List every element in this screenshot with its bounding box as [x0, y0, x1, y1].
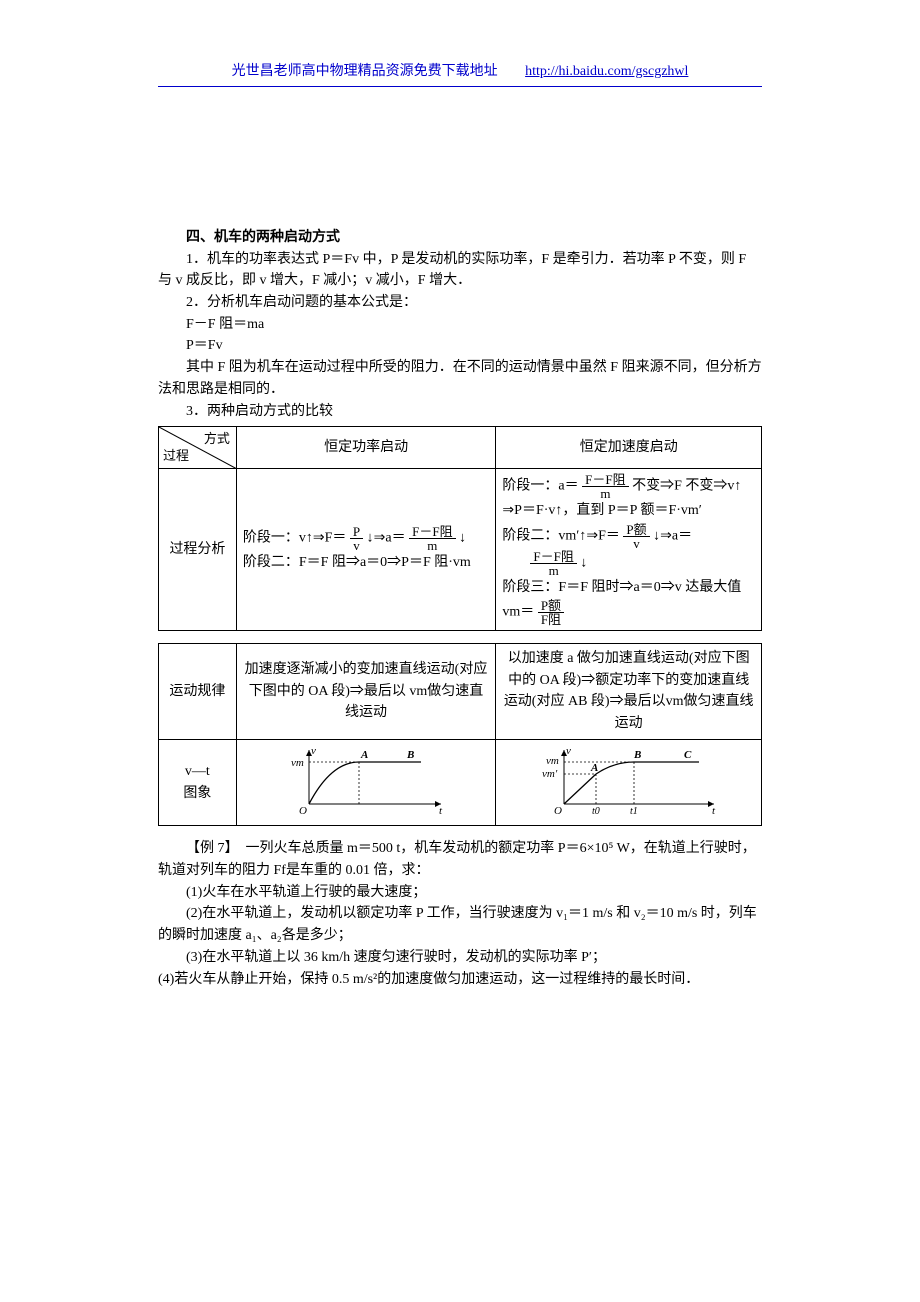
ca-f2-den: v — [623, 537, 649, 550]
ca-s1-prefix: 阶段一：a＝ — [502, 479, 578, 494]
svg-text:t0: t0 — [592, 806, 600, 814]
vt-graph-1-svg: v t vm A B O — [281, 744, 451, 814]
ca-s1-suf: 不变⇒F 不变⇒v↑ — [632, 479, 741, 494]
t2-row1-col3: 以加速度 a 做匀加速直线运动(对应下图中的 OA 段)⇒额定功率下的变加速直线… — [496, 643, 762, 739]
cp-s1-suf: ↓ — [459, 531, 466, 546]
ca-f3-num: F－F阻 — [530, 550, 576, 564]
svg-text:vm: vm — [546, 755, 559, 767]
example-title: 【例 7】 一列火车总质量 m＝500 t，机车发动机的额定功率 P＝6×10⁵… — [158, 838, 762, 881]
page: 光世昌老师高中物理精品资源免费下载地址 http://hi.baidu.com/… — [0, 0, 920, 1050]
ca-f1-num: F－F阻 — [582, 473, 628, 487]
section-title: 四、机车的两种启动方式 — [158, 227, 762, 249]
svg-text:t: t — [712, 805, 716, 814]
cp-s1-prefix: 阶段一：v↑⇒F＝ — [243, 531, 347, 546]
ca-s2-mid: ↓⇒a＝ — [653, 528, 692, 543]
svg-text:B: B — [406, 749, 414, 761]
page-header: 光世昌老师高中物理精品资源免费下载地址 http://hi.baidu.com/… — [158, 60, 762, 80]
para-2: 2．分析机车启动问题的基本公式是： — [158, 292, 762, 314]
svg-text:t1: t1 — [630, 806, 638, 814]
example-q4: (4)若火车从静止开始，保持 0.5 m/s²的加速度做匀加速运动，这一过程维持… — [158, 969, 762, 991]
svg-text:v: v — [311, 745, 316, 757]
example-q3: (3)在水平轨道上以 36 km/h 速度匀速行驶时，发动机的实际功率 P′； — [158, 947, 762, 969]
svg-text:vm′: vm′ — [542, 768, 558, 780]
ca-f1-den: m — [582, 487, 628, 500]
ca-s2-suf: ↓ — [580, 555, 587, 570]
svg-text:v: v — [566, 745, 571, 757]
example-q2: (2)在水平轨道上，发动机以额定功率 P 工作，当行驶速度为 v₁＝1 m/s … — [158, 903, 762, 946]
ca-frac4: P额 F阻 — [538, 599, 564, 626]
table1-col2-header: 恒定功率启动 — [236, 427, 496, 469]
para-1: 1．机车的功率表达式 P＝Fv 中，P 是发动机的实际功率，F 是牵引力．若功率… — [158, 249, 762, 292]
t2-r2-l2: 图象 — [183, 786, 211, 801]
diag-bot-label: 过程 — [163, 446, 189, 466]
ca-f4-den: F阻 — [538, 613, 564, 626]
comparison-table-1: 方式 过程 恒定功率启动 恒定加速度启动 过程分析 阶段一：v↑⇒F＝ P v … — [158, 426, 762, 631]
cp-stage2: 阶段二：F＝F 阻⇒a＝0⇒P＝F 阻·vm — [243, 552, 490, 574]
svg-text:B: B — [633, 749, 641, 761]
ca-f3-den: m — [530, 564, 576, 577]
formula-1: F－F 阻＝ma — [158, 314, 762, 336]
formula-2: P＝Fv — [158, 335, 762, 357]
ca-s2-prefix: 阶段二：vm′↑⇒F＝ — [502, 528, 619, 543]
svg-text:A: A — [360, 749, 368, 761]
ca-vm-prefix: vm＝ — [502, 605, 534, 620]
example-q1: (1)火车在水平轨道上行驶的最大速度； — [158, 882, 762, 904]
cp-frac2: F－F阻 m — [409, 525, 455, 552]
comparison-table-2: 运动规律 加速度逐渐减小的变加速直线运动(对应下图中的 OA 段)⇒最后以 vm… — [158, 643, 762, 826]
t2-row1-label: 运动规律 — [159, 643, 237, 739]
t2-row2-label: v—t 图象 — [159, 739, 237, 826]
cp-f2-num: F－F阻 — [409, 525, 455, 539]
t2-r2-l1: v—t — [185, 764, 210, 779]
table1-col3-header: 恒定加速度启动 — [496, 427, 762, 469]
t2-row1-col2: 加速度逐渐减小的变加速直线运动(对应下图中的 OA 段)⇒最后以 vm做匀速直线… — [236, 643, 496, 739]
cp-frac1: P v — [350, 525, 363, 552]
ca-frac2: P额 v — [623, 523, 649, 550]
svg-text:vm: vm — [291, 757, 304, 769]
header-title: 光世昌老师高中物理精品资源免费下载地址 — [232, 64, 498, 79]
svg-text:A: A — [590, 762, 598, 774]
svg-text:O: O — [554, 805, 562, 814]
cp-f2-den: m — [409, 539, 455, 552]
ca-f2-num: P额 — [623, 523, 649, 537]
svg-text:O: O — [299, 805, 307, 814]
ca-frac3: F－F阻 m — [530, 550, 576, 577]
vt-graph-2: v t vm vm′ A B C O t0 t1 — [496, 739, 762, 826]
table1-constant-accel-cell: 阶段一：a＝ F－F阻 m 不变⇒F 不变⇒v↑ ⇒P＝F·v↑，直到 P＝P … — [496, 469, 762, 631]
table1-constant-power-cell: 阶段一：v↑⇒F＝ P v ↓⇒a＝ F－F阻 m ↓ 阶段二：F＝F 阻⇒a＝… — [236, 469, 496, 631]
para-3: 其中 F 阻为机车在运动过程中所受的阻力．在不同的运动情景中虽然 F 阻来源不同… — [158, 357, 762, 400]
ca-stage3: 阶段三：F＝F 阻时⇒a＝0⇒v 达最大值 — [502, 577, 755, 599]
header-rule — [158, 86, 762, 87]
diag-top-label: 方式 — [204, 429, 230, 449]
svg-text:C: C — [684, 749, 692, 761]
ca-f4-num: P额 — [538, 599, 564, 613]
header-url: http://hi.baidu.com/gscgzhwl — [525, 64, 688, 79]
cp-f1-den: v — [350, 539, 363, 552]
content: 四、机车的两种启动方式 1．机车的功率表达式 P＝Fv 中，P 是发动机的实际功… — [158, 227, 762, 990]
svg-text:t: t — [439, 805, 443, 814]
vt-graph-2-svg: v t vm vm′ A B C O t0 t1 — [534, 744, 724, 814]
table1-row-label: 过程分析 — [159, 469, 237, 631]
para-4: 3．两种启动方式的比较 — [158, 401, 762, 423]
ca-line2: ⇒P＝F·v↑，直到 P＝P 额＝F·vm′ — [502, 500, 755, 522]
cp-f1-num: P — [350, 525, 363, 539]
diag-header-cell: 方式 过程 — [159, 427, 237, 469]
ca-frac1: F－F阻 m — [582, 473, 628, 500]
cp-s1-mid: ↓⇒a＝ — [367, 531, 406, 546]
vt-graph-1: v t vm A B O — [236, 739, 496, 826]
